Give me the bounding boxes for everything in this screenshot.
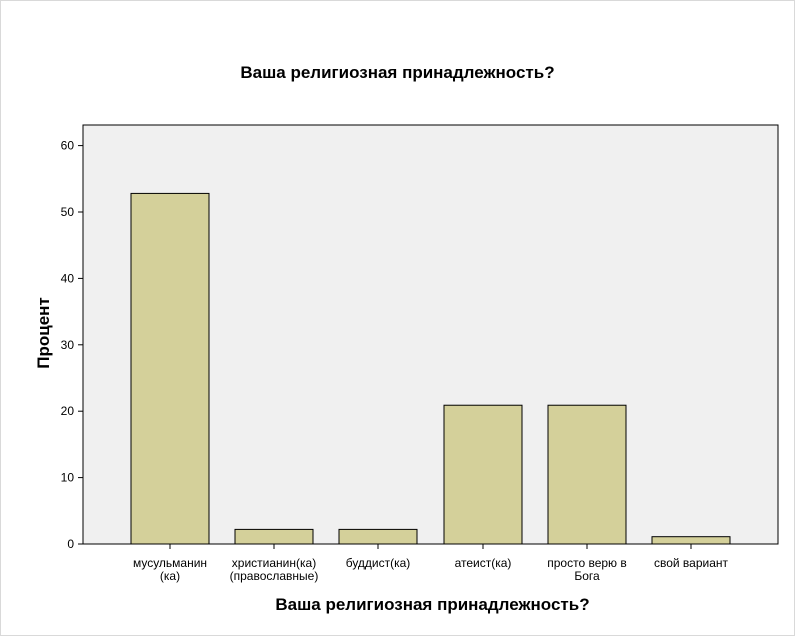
x-axis-title: Ваша религиозная принадлежность? bbox=[275, 595, 590, 614]
x-category-label: (ка) bbox=[160, 569, 180, 583]
bar bbox=[547, 404, 627, 545]
y-axis-title: Процент bbox=[34, 297, 53, 369]
x-category-label: (православные) bbox=[230, 569, 319, 583]
y-tick-label: 50 bbox=[61, 205, 75, 219]
x-category-label: свой вариант bbox=[654, 556, 729, 570]
x-category-label: христианин(ка) bbox=[232, 556, 316, 570]
x-category-label: атеист(ка) bbox=[455, 556, 512, 570]
y-tick-label: 30 bbox=[61, 338, 75, 352]
x-category-label: мусульманин bbox=[133, 556, 207, 570]
y-tick-label: 20 bbox=[61, 404, 75, 418]
y-tick-label: 40 bbox=[61, 271, 75, 285]
bar bbox=[338, 528, 418, 545]
y-tick-label: 10 bbox=[61, 471, 75, 485]
y-tick-label: 0 bbox=[67, 537, 74, 551]
x-category-label: буддист(ка) bbox=[346, 556, 411, 570]
bar bbox=[234, 528, 314, 545]
chart-title: Ваша религиозная принадлежность? bbox=[240, 63, 555, 82]
y-tick-label: 60 bbox=[61, 139, 75, 153]
x-category-label: просто верю в bbox=[547, 556, 627, 570]
bar bbox=[130, 192, 210, 545]
bar bbox=[443, 404, 523, 545]
x-category-label: Бога bbox=[574, 569, 600, 583]
bar bbox=[651, 536, 731, 545]
